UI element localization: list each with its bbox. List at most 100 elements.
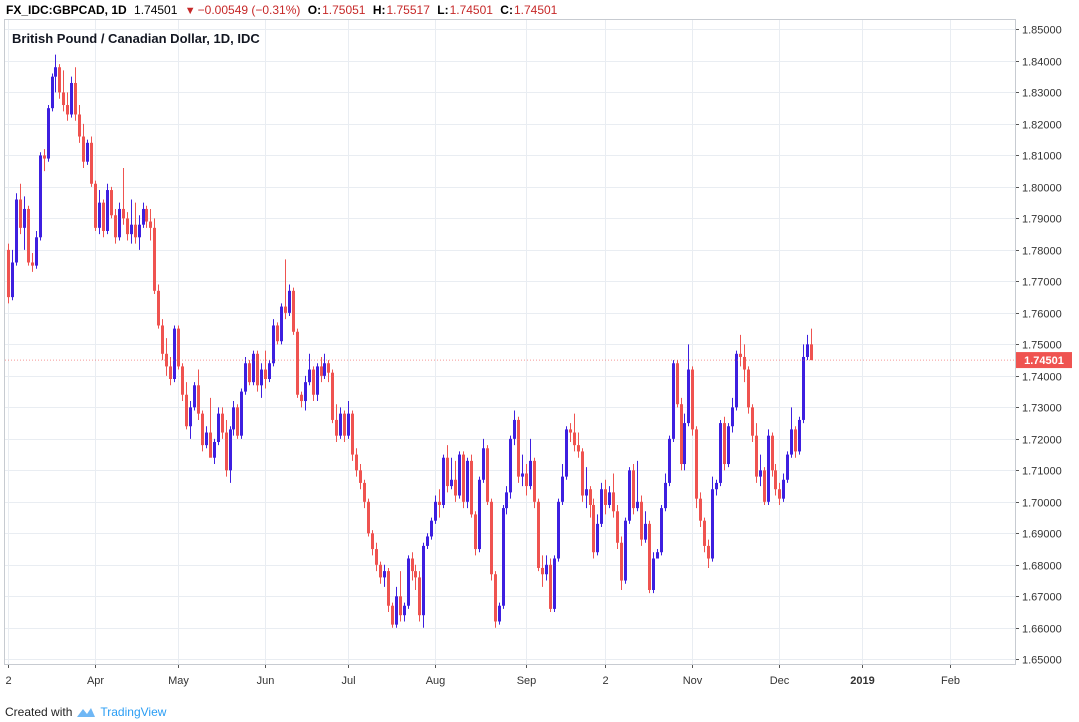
candle bbox=[209, 397, 212, 458]
candle-body bbox=[371, 533, 374, 550]
candle bbox=[751, 404, 754, 442]
tradingview-brand[interactable]: TradingView bbox=[100, 705, 167, 719]
candle bbox=[240, 388, 243, 439]
candle-body bbox=[683, 423, 686, 465]
candlestick-chart[interactable]: 1.65000 1.66000 1.67000 1.68000 1.69000 1.700… bbox=[0, 0, 1079, 700]
candle-body bbox=[549, 564, 552, 609]
candle-body bbox=[165, 353, 168, 367]
candle-body bbox=[545, 564, 548, 575]
x-tick-label: 2 bbox=[602, 675, 608, 687]
candle-body bbox=[636, 501, 639, 509]
candle bbox=[592, 498, 595, 559]
candle-body bbox=[723, 423, 726, 465]
candle-body bbox=[19, 199, 22, 228]
candle-body bbox=[632, 470, 635, 509]
candle bbox=[173, 325, 176, 383]
candle-body bbox=[23, 208, 26, 228]
candle-body bbox=[225, 432, 228, 471]
low-value: 1.74501 bbox=[449, 3, 493, 17]
candle bbox=[656, 549, 659, 559]
candle-body bbox=[205, 432, 208, 446]
candle-body bbox=[391, 605, 394, 625]
candle bbox=[810, 328, 813, 361]
candle bbox=[529, 438, 532, 490]
open-value: 1.75051 bbox=[322, 3, 366, 17]
candle bbox=[695, 426, 698, 509]
y-tick-label: 1.78000 bbox=[1022, 246, 1062, 258]
candle-body bbox=[268, 363, 271, 380]
candle bbox=[280, 303, 283, 345]
candle bbox=[739, 334, 742, 367]
candle bbox=[478, 476, 481, 553]
candle bbox=[608, 486, 611, 509]
candle-body bbox=[446, 457, 449, 487]
candle bbox=[316, 363, 319, 402]
candle bbox=[707, 539, 710, 568]
candle bbox=[288, 284, 291, 317]
candle-body bbox=[272, 325, 275, 364]
candle-body bbox=[98, 202, 101, 228]
candle bbox=[486, 445, 489, 505]
candle bbox=[225, 419, 228, 477]
candle-body bbox=[320, 366, 323, 376]
candle-body bbox=[339, 413, 342, 436]
candle-body bbox=[660, 508, 663, 553]
candle-body bbox=[232, 407, 235, 430]
candle bbox=[545, 555, 548, 581]
candle-body bbox=[331, 372, 334, 420]
candle-body bbox=[521, 473, 524, 477]
candle bbox=[703, 517, 706, 553]
candle-body bbox=[213, 441, 216, 458]
candle bbox=[699, 492, 702, 528]
candle-body bbox=[110, 190, 113, 216]
candle-body bbox=[177, 328, 180, 367]
candle bbox=[505, 486, 508, 515]
candle bbox=[78, 105, 81, 143]
candle-body bbox=[181, 366, 184, 395]
chart-header: FX_IDC:GBPCAD, 1D 1.74501 ▼ −0.00549 (−0.… bbox=[6, 2, 561, 18]
candle-body bbox=[35, 237, 38, 266]
candle bbox=[802, 344, 805, 424]
y-tick-label: 1.70000 bbox=[1022, 498, 1062, 510]
candle bbox=[565, 426, 568, 480]
candle bbox=[351, 410, 354, 461]
candle-body bbox=[434, 501, 437, 521]
candle bbox=[343, 410, 346, 442]
candle-body bbox=[600, 489, 603, 524]
candle bbox=[612, 473, 615, 518]
candle bbox=[596, 514, 599, 556]
candle bbox=[422, 542, 425, 628]
candle-body bbox=[118, 208, 121, 238]
candle bbox=[371, 530, 374, 556]
candle-body bbox=[778, 489, 781, 499]
candle-body bbox=[201, 413, 204, 446]
candle bbox=[82, 123, 85, 169]
candle bbox=[525, 464, 528, 496]
y-tick-label: 1.66000 bbox=[1022, 624, 1062, 636]
candle bbox=[248, 360, 251, 386]
candle-body bbox=[719, 423, 722, 483]
candle bbox=[367, 498, 370, 537]
candle-body bbox=[403, 605, 406, 616]
candle bbox=[114, 208, 117, 244]
x-tick-label: Sep bbox=[517, 675, 537, 687]
candle bbox=[537, 498, 540, 572]
high-value: 1.75517 bbox=[386, 3, 430, 17]
candle-body bbox=[244, 363, 247, 392]
candle bbox=[379, 561, 382, 584]
candle-body bbox=[771, 435, 774, 471]
candle bbox=[122, 168, 125, 225]
candle-body bbox=[482, 448, 485, 480]
candle bbox=[513, 410, 516, 446]
candle-body bbox=[375, 549, 378, 565]
candle bbox=[252, 350, 255, 386]
candle bbox=[604, 479, 607, 515]
candle-body bbox=[106, 190, 109, 231]
candle bbox=[636, 460, 639, 512]
candle-body bbox=[264, 369, 267, 380]
candle bbox=[134, 202, 137, 244]
candle-body bbox=[359, 470, 362, 483]
candle bbox=[19, 183, 22, 235]
candle bbox=[719, 419, 722, 487]
candle-body bbox=[252, 353, 255, 383]
